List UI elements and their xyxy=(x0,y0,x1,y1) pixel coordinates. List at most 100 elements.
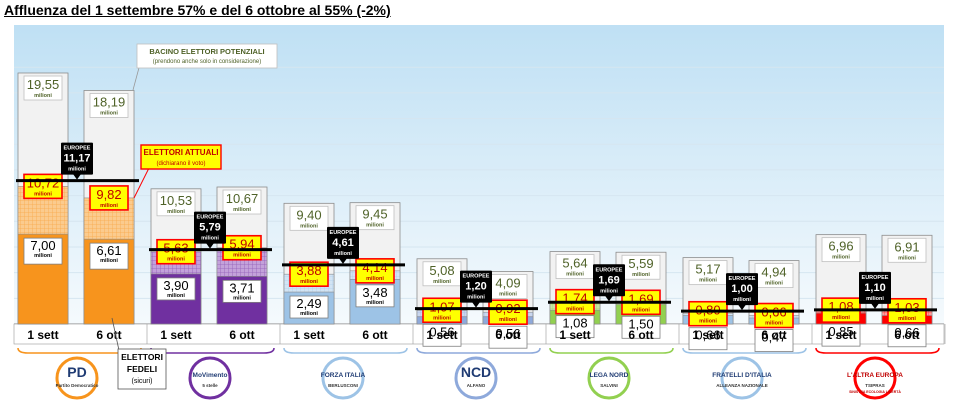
label-box-potenziali xyxy=(688,260,728,286)
party-logo xyxy=(188,356,232,400)
unit-label: milioni xyxy=(898,255,916,261)
label-box-attuali xyxy=(222,234,262,261)
group-bracket xyxy=(815,347,940,354)
group-bracket xyxy=(416,347,541,354)
unit-label: milioni xyxy=(68,167,86,173)
data-label-fedeli: 3,48 xyxy=(362,285,387,300)
unit-label: milioni xyxy=(866,296,884,302)
x-tick-label: 1 sett xyxy=(160,328,191,342)
callout-fedeli xyxy=(117,348,167,390)
callout-fedeli-line1: ELETTORI xyxy=(121,352,163,362)
unit-label: milioni xyxy=(100,203,118,209)
unit-label: milioni xyxy=(733,297,751,303)
data-label-attuali: 1,69 xyxy=(628,291,653,306)
data-label-attuali: 3,88 xyxy=(296,263,321,278)
data-label-fedeli: 1,50 xyxy=(628,316,653,331)
europee-box xyxy=(859,271,891,304)
party-logo-subname: TSIPRAS xyxy=(865,383,885,388)
data-label-potenziali: 5,64 xyxy=(562,256,587,271)
party-logo-subname: ALLEANZA NAZIONALE xyxy=(716,383,768,388)
unit-label: milioni xyxy=(898,316,916,322)
data-label-potenziali: 5,17 xyxy=(695,262,720,277)
unit-label: milioni xyxy=(300,279,318,285)
europee-label: EUROPEE xyxy=(596,267,623,273)
data-label-attuali: 9,82 xyxy=(96,187,121,202)
callout-bacino xyxy=(136,43,278,69)
data-label-potenziali: 9,40 xyxy=(296,207,321,222)
europee-value: 11,17 xyxy=(64,153,91,165)
data-label-fedeli: 0,85 xyxy=(828,324,853,339)
callout-attuali-subtitle: (dichiarano il voto) xyxy=(156,161,205,167)
party-logo-subname: BERLUSCONI xyxy=(328,383,358,388)
europee-label: EUROPEE xyxy=(330,230,357,236)
label-box-attuali xyxy=(23,173,63,200)
data-label-attuali: 5,94 xyxy=(229,237,254,252)
europee-label: EUROPEE xyxy=(64,146,91,152)
unit-label: milioni xyxy=(34,93,52,99)
x-tick-label: 6 ott xyxy=(628,328,653,342)
x-tick-label: 1 sett xyxy=(27,328,58,342)
label-box-fedeli xyxy=(754,329,794,352)
data-label-fedeli: 0,56 xyxy=(495,326,520,341)
party-logo-name: L'ALTRA EUROPA xyxy=(847,372,903,379)
data-label-potenziali: 9,45 xyxy=(362,207,387,222)
unit-label: milioni xyxy=(632,307,650,313)
party-logo-name: FORZA ITALIA xyxy=(321,372,366,379)
unit-label: milioni xyxy=(632,272,650,278)
unit-label: milioni xyxy=(699,319,717,325)
europee-box xyxy=(593,264,625,297)
data-label-potenziali: 10,53 xyxy=(160,193,193,208)
unit-label: milioni xyxy=(366,276,384,282)
callout-pointer-attuali xyxy=(133,165,151,199)
party-logo-extra: SINISTRA ECOLOGIA LIBERTÀ xyxy=(849,389,901,394)
label-box-potenziali xyxy=(555,254,595,279)
label-box-potenziali xyxy=(289,205,329,231)
label-box-potenziali xyxy=(821,237,861,263)
unit-label: milioni xyxy=(600,288,618,294)
unit-label: milioni xyxy=(201,236,219,242)
callout-attuali-title: ELETTORI ATTUALI xyxy=(144,148,219,157)
unit-label: milioni xyxy=(467,295,485,301)
label-box-fedeli xyxy=(621,315,661,339)
data-label-fedeli: 0,66 xyxy=(894,325,919,340)
europee-box xyxy=(194,211,226,244)
unit-label: milioni xyxy=(167,209,185,215)
data-label-potenziali: 18,19 xyxy=(93,94,126,109)
data-label-fedeli: 2,49 xyxy=(296,296,321,311)
data-label-fedeli: 0,56 xyxy=(429,324,454,339)
chart-title: Affluenza del 1 settembre 57% e del 6 ot… xyxy=(4,2,391,18)
label-box-potenziali xyxy=(422,261,462,287)
unit-label: milioni xyxy=(34,253,52,259)
label-box-fedeli xyxy=(887,324,927,348)
x-tick-label: 1 sett xyxy=(293,328,324,342)
data-label-potenziali: 10,67 xyxy=(226,191,259,206)
data-label-attuali: 10,72 xyxy=(27,175,60,190)
label-box-attuali xyxy=(422,297,462,324)
party-logo-name: FRATELLI D'ITALIA xyxy=(712,372,772,379)
x-tick-label: 6 ott xyxy=(894,328,919,342)
unit-label: milioni xyxy=(300,223,318,229)
label-box-fedeli xyxy=(355,284,395,308)
europee-value: 1,69 xyxy=(598,274,619,286)
unit-label: milioni xyxy=(765,281,783,287)
data-label-fedeli: 3,71 xyxy=(229,280,254,295)
label-box-potenziali xyxy=(89,93,129,118)
unit-label: milioni xyxy=(300,311,318,317)
data-label-potenziali: 5,59 xyxy=(628,256,653,271)
unit-label: milioni xyxy=(233,207,251,213)
unit-label: milioni xyxy=(34,191,52,197)
group-bracket xyxy=(150,347,275,354)
label-box-attuali xyxy=(89,185,129,211)
label-box-fedeli xyxy=(821,323,861,347)
europee-value: 1,20 xyxy=(465,281,486,293)
label-box-potenziali xyxy=(355,205,395,231)
unit-label: milioni xyxy=(366,223,384,229)
unit-label: milioni xyxy=(832,255,850,261)
label-box-potenziali xyxy=(621,254,661,280)
label-box-potenziali xyxy=(887,237,927,263)
x-tick-label: 6 ott xyxy=(362,328,387,342)
label-box-attuali xyxy=(156,238,196,265)
x-tick-label: 6 ott xyxy=(229,328,254,342)
label-box-fedeli xyxy=(89,242,129,270)
